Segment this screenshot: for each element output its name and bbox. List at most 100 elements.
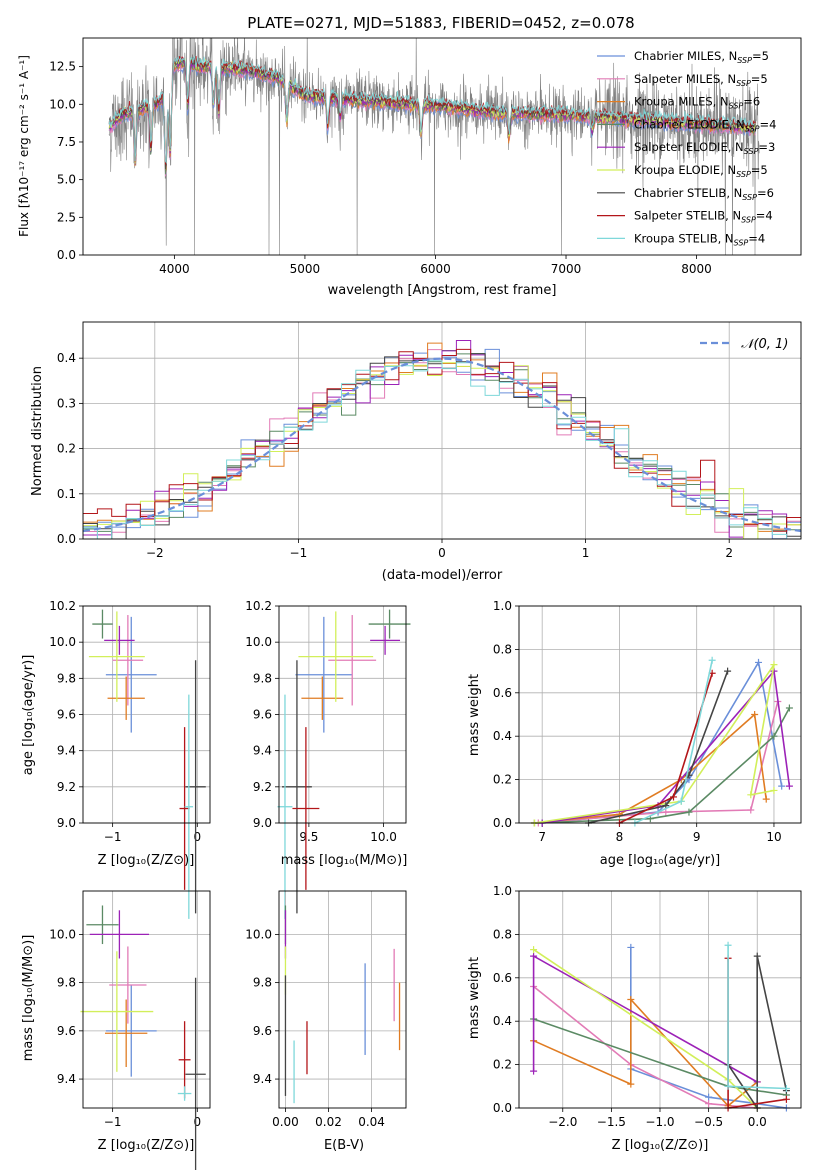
x-tick-label: 8000 — [681, 262, 712, 276]
x-tick-label: 6000 — [420, 262, 451, 276]
x-tick-label: 8 — [616, 830, 624, 844]
residuals-legend: 𝒩(0, 1) — [700, 337, 788, 352]
weight-point-2 — [751, 711, 759, 718]
mE-xlabel: E(B-V) — [324, 1138, 364, 1153]
legend-label: Chabrier STELIB, NSSP=6 — [634, 186, 774, 202]
legend-label: Salpeter STELIB, NSSP=4 — [634, 209, 773, 225]
y-tick-label: 9.4 — [253, 744, 272, 758]
y-tick-label: 10.2 — [49, 599, 76, 613]
y-tick-label: 0.0 — [57, 532, 76, 546]
x-tick-label: 5000 — [290, 262, 321, 276]
y-tick-label: 0.0 — [493, 1101, 512, 1115]
axes-frame — [518, 890, 802, 1109]
legend-label: Salpeter MILES, NSSP=5 — [634, 72, 768, 88]
y-tick-label: 12.5 — [49, 60, 76, 74]
weight-point-0 — [778, 782, 786, 790]
weight-point-3 — [785, 704, 793, 712]
legend-label: Chabrier ELODIE, NSSP=4 — [634, 117, 776, 133]
weight-point-8 — [724, 1082, 732, 1090]
y-tick-label: 2.5 — [57, 210, 76, 224]
mZ-ylabel: mass [log₁₀(M/M⊙)] — [21, 935, 36, 1062]
mZ-xlabel: Z [log₁₀(Z/Z⊙)] — [98, 1138, 195, 1153]
y-tick-label: 0.4 — [57, 351, 76, 365]
weight-line-5 — [534, 664, 775, 824]
weight-point-1 — [662, 808, 670, 816]
y-tick-label: 0.6 — [493, 686, 512, 700]
y-tick-label: 0.6 — [493, 971, 512, 985]
weight-point-6 — [724, 667, 732, 675]
x-tick-label: −2 — [146, 546, 164, 560]
weight-point-8 — [724, 941, 732, 949]
weight-point-8 — [782, 1084, 790, 1092]
weight-point-4 — [530, 1067, 538, 1075]
ageZ-ylabel: age [log₁₀(age/yr)] — [21, 655, 36, 776]
weight-point-1 — [705, 1100, 713, 1108]
y-tick-label: 9.8 — [57, 976, 76, 990]
x-tick-label: 4000 — [159, 262, 190, 276]
weight-line-6 — [727, 955, 788, 1111]
y-tick-label: 9.6 — [253, 708, 272, 722]
x-tick-label: −1 — [104, 1115, 122, 1129]
weight-point-0 — [627, 943, 635, 951]
weight-point-2 — [762, 795, 770, 803]
axes-frame — [82, 890, 211, 1109]
legend-label: Kroupa MILES, NSSP=6 — [634, 95, 760, 111]
x-tick-label: 7000 — [551, 262, 582, 276]
mass-vs-Z-panel: −1 0 9.4 9.6 9.8 10.0 — [49, 890, 211, 1170]
y-tick-label: 10.0 — [49, 635, 76, 649]
weight-vs-age-panel: 7 8 9 10 0.0 0.2 0.4 0.6 0.8 1.0 — [493, 599, 802, 844]
age-vs-mass-panel: 9.5 10.0 9.0 9.2 9.4 9.6 9.8 10.0 10.2 — [245, 599, 411, 919]
y-tick-label: 9.6 — [57, 708, 76, 722]
weight-point-4 — [785, 782, 793, 790]
weight-point-0 — [705, 1093, 713, 1101]
weight-point-6 — [753, 952, 761, 960]
residuals-plot-area — [83, 340, 801, 539]
x-tick-label: 10.0 — [370, 830, 397, 844]
y-tick-label: 0.2 — [493, 773, 512, 787]
y-tick-label: 0.0 — [57, 248, 76, 262]
figure-title: PLATE=0271, MJD=51883, FIBERID=0452, z=0… — [247, 14, 634, 32]
model-spectrum-8 — [108, 55, 756, 164]
weight-point-0 — [755, 658, 763, 666]
y-tick-label: 0.0 — [493, 816, 512, 830]
y-tick-label: 9.8 — [253, 976, 272, 990]
y-tick-label: 9.4 — [253, 1072, 272, 1086]
x-tick-label: 0.00 — [272, 1115, 299, 1129]
legend-label: Chabrier MILES, NSSP=5 — [634, 49, 769, 65]
y-tick-label: 10.0 — [245, 635, 272, 649]
wAge-xlabel: age [log₁₀(age/yr)] — [600, 853, 721, 868]
weight-point-7 — [670, 793, 678, 801]
x-tick-label: −1 — [104, 830, 122, 844]
y-tick-label: 9.6 — [57, 1024, 76, 1038]
axes-frame — [82, 321, 802, 540]
weight-line-0 — [542, 660, 783, 824]
y-tick-label: 1.0 — [493, 884, 512, 898]
y-tick-label: 9.2 — [253, 780, 272, 794]
y-tick-label: 0.8 — [493, 927, 512, 941]
y-tick-label: 9.8 — [57, 671, 76, 685]
weight-line-2 — [533, 997, 758, 1107]
wZ-ylabel: mass weight — [467, 957, 482, 1039]
weight-point-5 — [770, 786, 778, 794]
y-tick-label: 0.1 — [57, 487, 76, 501]
legend-label: Kroupa ELODIE, NSSP=5 — [634, 163, 768, 179]
spectrum-xlabel: wavelength [Angstrom, rest frame] — [328, 283, 557, 298]
x-tick-label: 1 — [582, 546, 590, 560]
weight-point-2 — [627, 996, 635, 1003]
y-tick-label: 9.6 — [253, 1024, 272, 1038]
x-tick-label: 0.02 — [315, 1115, 342, 1129]
y-tick-label: 10.0 — [49, 927, 76, 941]
y-tick-label: 0.3 — [57, 396, 76, 410]
weight-point-5 — [770, 661, 778, 669]
axes-frame — [82, 37, 802, 256]
weight-line-4 — [532, 954, 758, 1083]
weight-point-8 — [677, 797, 685, 805]
x-tick-label: −1.5 — [597, 1115, 626, 1129]
weight-point-1 — [747, 806, 755, 814]
wZ-xlabel: Z [log₁₀(Z/Z⊙)] — [612, 1138, 709, 1153]
spectrum-panel: 4000 5000 6000 7000 8000 0.0 2.5 5.0 7.5 10.0 12.5 — [49, 37, 802, 276]
x-tick-label: 0 — [193, 1115, 201, 1129]
weight-point-5 — [530, 946, 538, 954]
mass-vs-ebv-panel: 0.00 0.02 0.04 9.4 9.6 9.8 10.0 — [245, 890, 407, 1129]
